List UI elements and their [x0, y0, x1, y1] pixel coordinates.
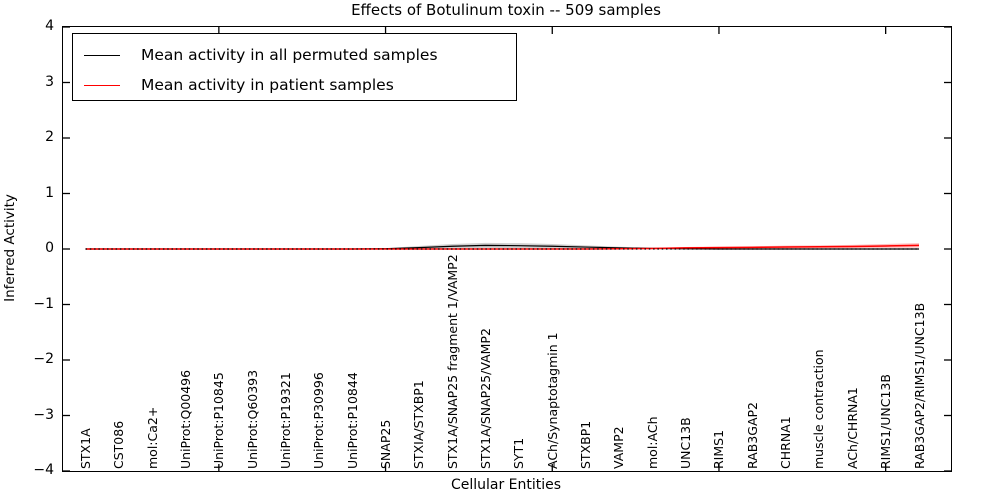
y-tick-label: 2 [45, 129, 54, 145]
x-category-label: STXIA/STXBP1 [411, 380, 427, 469]
legend: Mean activity in all permuted samples Me… [72, 33, 517, 101]
x-category-label: UniProt:Q00496 [178, 369, 194, 469]
y-tick-label: −3 [33, 406, 54, 423]
x-category-label: ACh/Synaptotagmin 1 [544, 332, 560, 469]
y-tick-label: −2 [33, 351, 54, 367]
plot-area: STX1A CST086 mol:Ca2+ UniProt:Q00496 UniProt… [62, 26, 952, 472]
x-category-label: RIMS1/UNC13B [878, 374, 894, 469]
x-axis-label: Cellular Entities [450, 477, 562, 493]
x-category-label: RAB3GAP2/RIMS1/UNC13B [911, 302, 927, 469]
x-category-label: mol:ACh [644, 416, 660, 470]
chart-canvas [63, 27, 951, 471]
x-category-label: mol:Ca2+ [144, 406, 160, 469]
legend-line-black-icon [84, 54, 120, 56]
y-tick-label: 0 [45, 240, 54, 256]
x-category-label: STXBP1 [578, 420, 594, 469]
legend-item-permuted: Mean activity in all permuted samples [73, 42, 516, 68]
x-category-label: UniProt:P30996 [311, 372, 327, 469]
x-category-label: UniProt:P10845 [211, 372, 227, 469]
legend-label: Mean activity in patient samples [141, 76, 394, 94]
x-category-label: muscle contraction [811, 349, 827, 469]
x-category-label: STX1A [78, 428, 93, 469]
x-category-label: UNC13B [678, 417, 694, 469]
y-tick-label: 3 [45, 73, 54, 90]
x-category-label: SNAP25 [378, 419, 394, 469]
legend-item-patient: Mean activity in patient samples [73, 72, 516, 98]
legend-line-red-icon [84, 84, 120, 86]
x-category-label: RAB3GAP2 [744, 402, 760, 469]
y-tick-label: 4 [45, 18, 54, 34]
y-tick-label: −4 [33, 462, 54, 478]
x-category-label: RIMS1 [711, 429, 727, 469]
x-category-label: STX1A/SNAP25/VAMP2 [478, 328, 494, 469]
x-category-label: UniProt:Q60393 [244, 369, 260, 469]
y-tick-label: 1 [45, 184, 54, 201]
x-category-label: CHRNA1 [778, 416, 794, 469]
x-category-label: STX1A/SNAP25 fragment 1/VAMP2 [444, 254, 460, 469]
legend-label: Mean activity in all permuted samples [141, 46, 438, 64]
x-category-label: VAMP2 [611, 426, 627, 469]
x-category-label: CST086 [111, 420, 127, 469]
x-category-label: SYT1 [511, 437, 527, 469]
x-category-label: UniProt:P19321 [278, 372, 294, 469]
x-category-label: UniProt:P10844 [344, 372, 360, 469]
y-tick-label: −1 [33, 295, 54, 312]
chart-title: Effects of Botulinum toxin -- 509 sample… [351, 1, 661, 19]
x-category-label: ACh/CHRNA1 [844, 387, 860, 469]
